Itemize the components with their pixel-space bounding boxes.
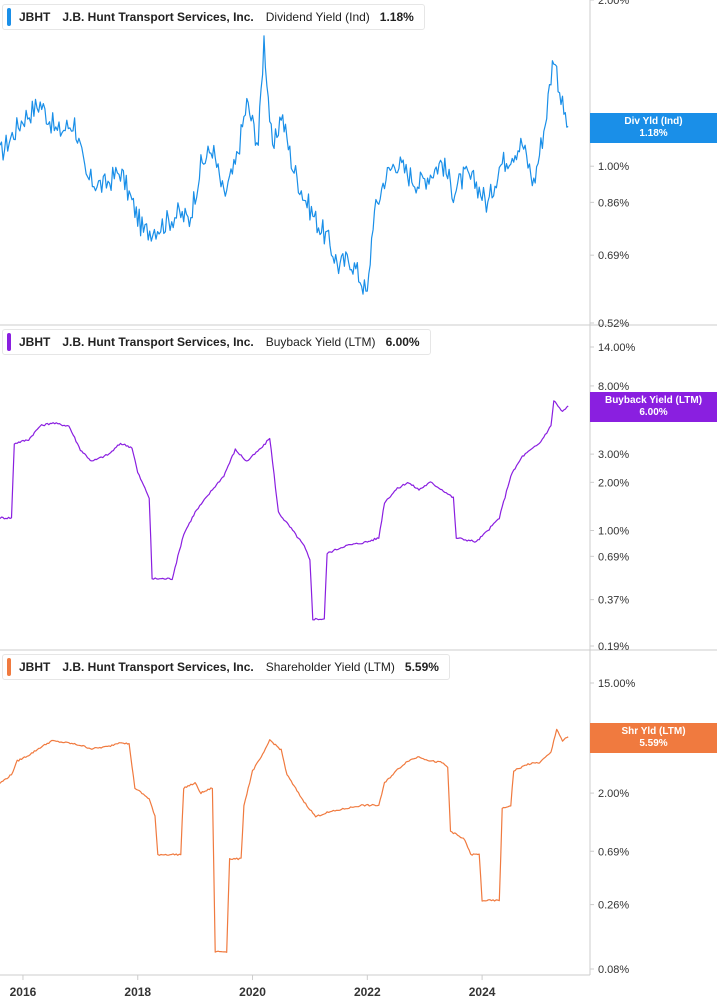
legend-value: 1.18% [379,10,414,24]
badge-dividend-yield: Div Yld (Ind) 1.18% [590,113,717,143]
y-tick-label: 0.69% [598,250,629,262]
legend-company: J.B. Hunt Transport Services, Inc. [62,660,254,674]
y-tick-label: 15.00% [598,678,636,690]
y-tick-label: 0.86% [598,197,629,209]
legend-ticker: JBHT [19,10,51,24]
badge-value: 1.18% [639,128,668,139]
legend-value: 6.00% [385,335,420,349]
y-tick-label: 0.19% [598,641,629,653]
legend-swatch [7,8,11,26]
legend-swatch [7,658,11,676]
y-tick-label: 2.00% [598,788,629,800]
badge-label: Div Yld (Ind) [624,116,683,127]
y-tick-label: 14.00% [598,342,636,354]
legend-shareholder-yield: JBHT J.B. Hunt Transport Services, Inc. … [2,654,450,680]
x-tick-label: 2020 [239,985,266,999]
x-tick-label: 2018 [124,985,151,999]
y-tick-label: 2.00% [598,477,629,489]
y-tick-label: 2.00% [598,0,629,7]
badge-value: 6.00% [639,407,668,418]
y-tick-label: 0.37% [598,595,629,607]
legend-ticker: JBHT [19,335,51,349]
y-tick-label: 0.69% [598,551,629,563]
legend-dividend-yield: JBHT J.B. Hunt Transport Services, Inc. … [2,4,425,30]
series-line-2 [0,728,569,953]
legend-company: J.B. Hunt Transport Services, Inc. [62,10,254,24]
legend-swatch [7,333,11,351]
legend-metric: Shareholder Yield (LTM) [265,660,395,674]
y-tick-label: 8.00% [598,381,629,393]
series-line-1 [0,400,569,621]
badge-value: 5.59% [639,738,668,749]
y-tick-label: 1.00% [598,526,629,538]
legend-buyback-yield: JBHT J.B. Hunt Transport Services, Inc. … [2,329,431,355]
legend-metric: Buyback Yield (LTM) [265,335,376,349]
y-tick-label: 0.52% [598,318,629,330]
x-tick-label: 2022 [354,985,381,999]
y-tick-label: 0.26% [598,900,629,912]
legend-ticker: JBHT [19,660,51,674]
x-tick-label: 2016 [10,985,37,999]
y-tick-label: 1.00% [598,161,629,173]
badge-label: Shr Yld (LTM) [621,726,686,737]
series-line-0 [0,35,569,295]
legend-value: 5.59% [404,660,439,674]
legend-metric: Dividend Yield (Ind) [265,10,370,24]
badge-label: Buyback Yield (LTM) [604,395,703,406]
badge-buyback-yield: Buyback Yield (LTM) 6.00% [590,392,717,422]
y-tick-label: 3.00% [598,449,629,461]
x-tick-label: 2024 [469,985,496,999]
badge-shareholder-yield: Shr Yld (LTM) 5.59% [590,723,717,753]
y-tick-label: 0.69% [598,846,629,858]
y-tick-label: 0.08% [598,964,629,976]
legend-company: J.B. Hunt Transport Services, Inc. [62,335,254,349]
